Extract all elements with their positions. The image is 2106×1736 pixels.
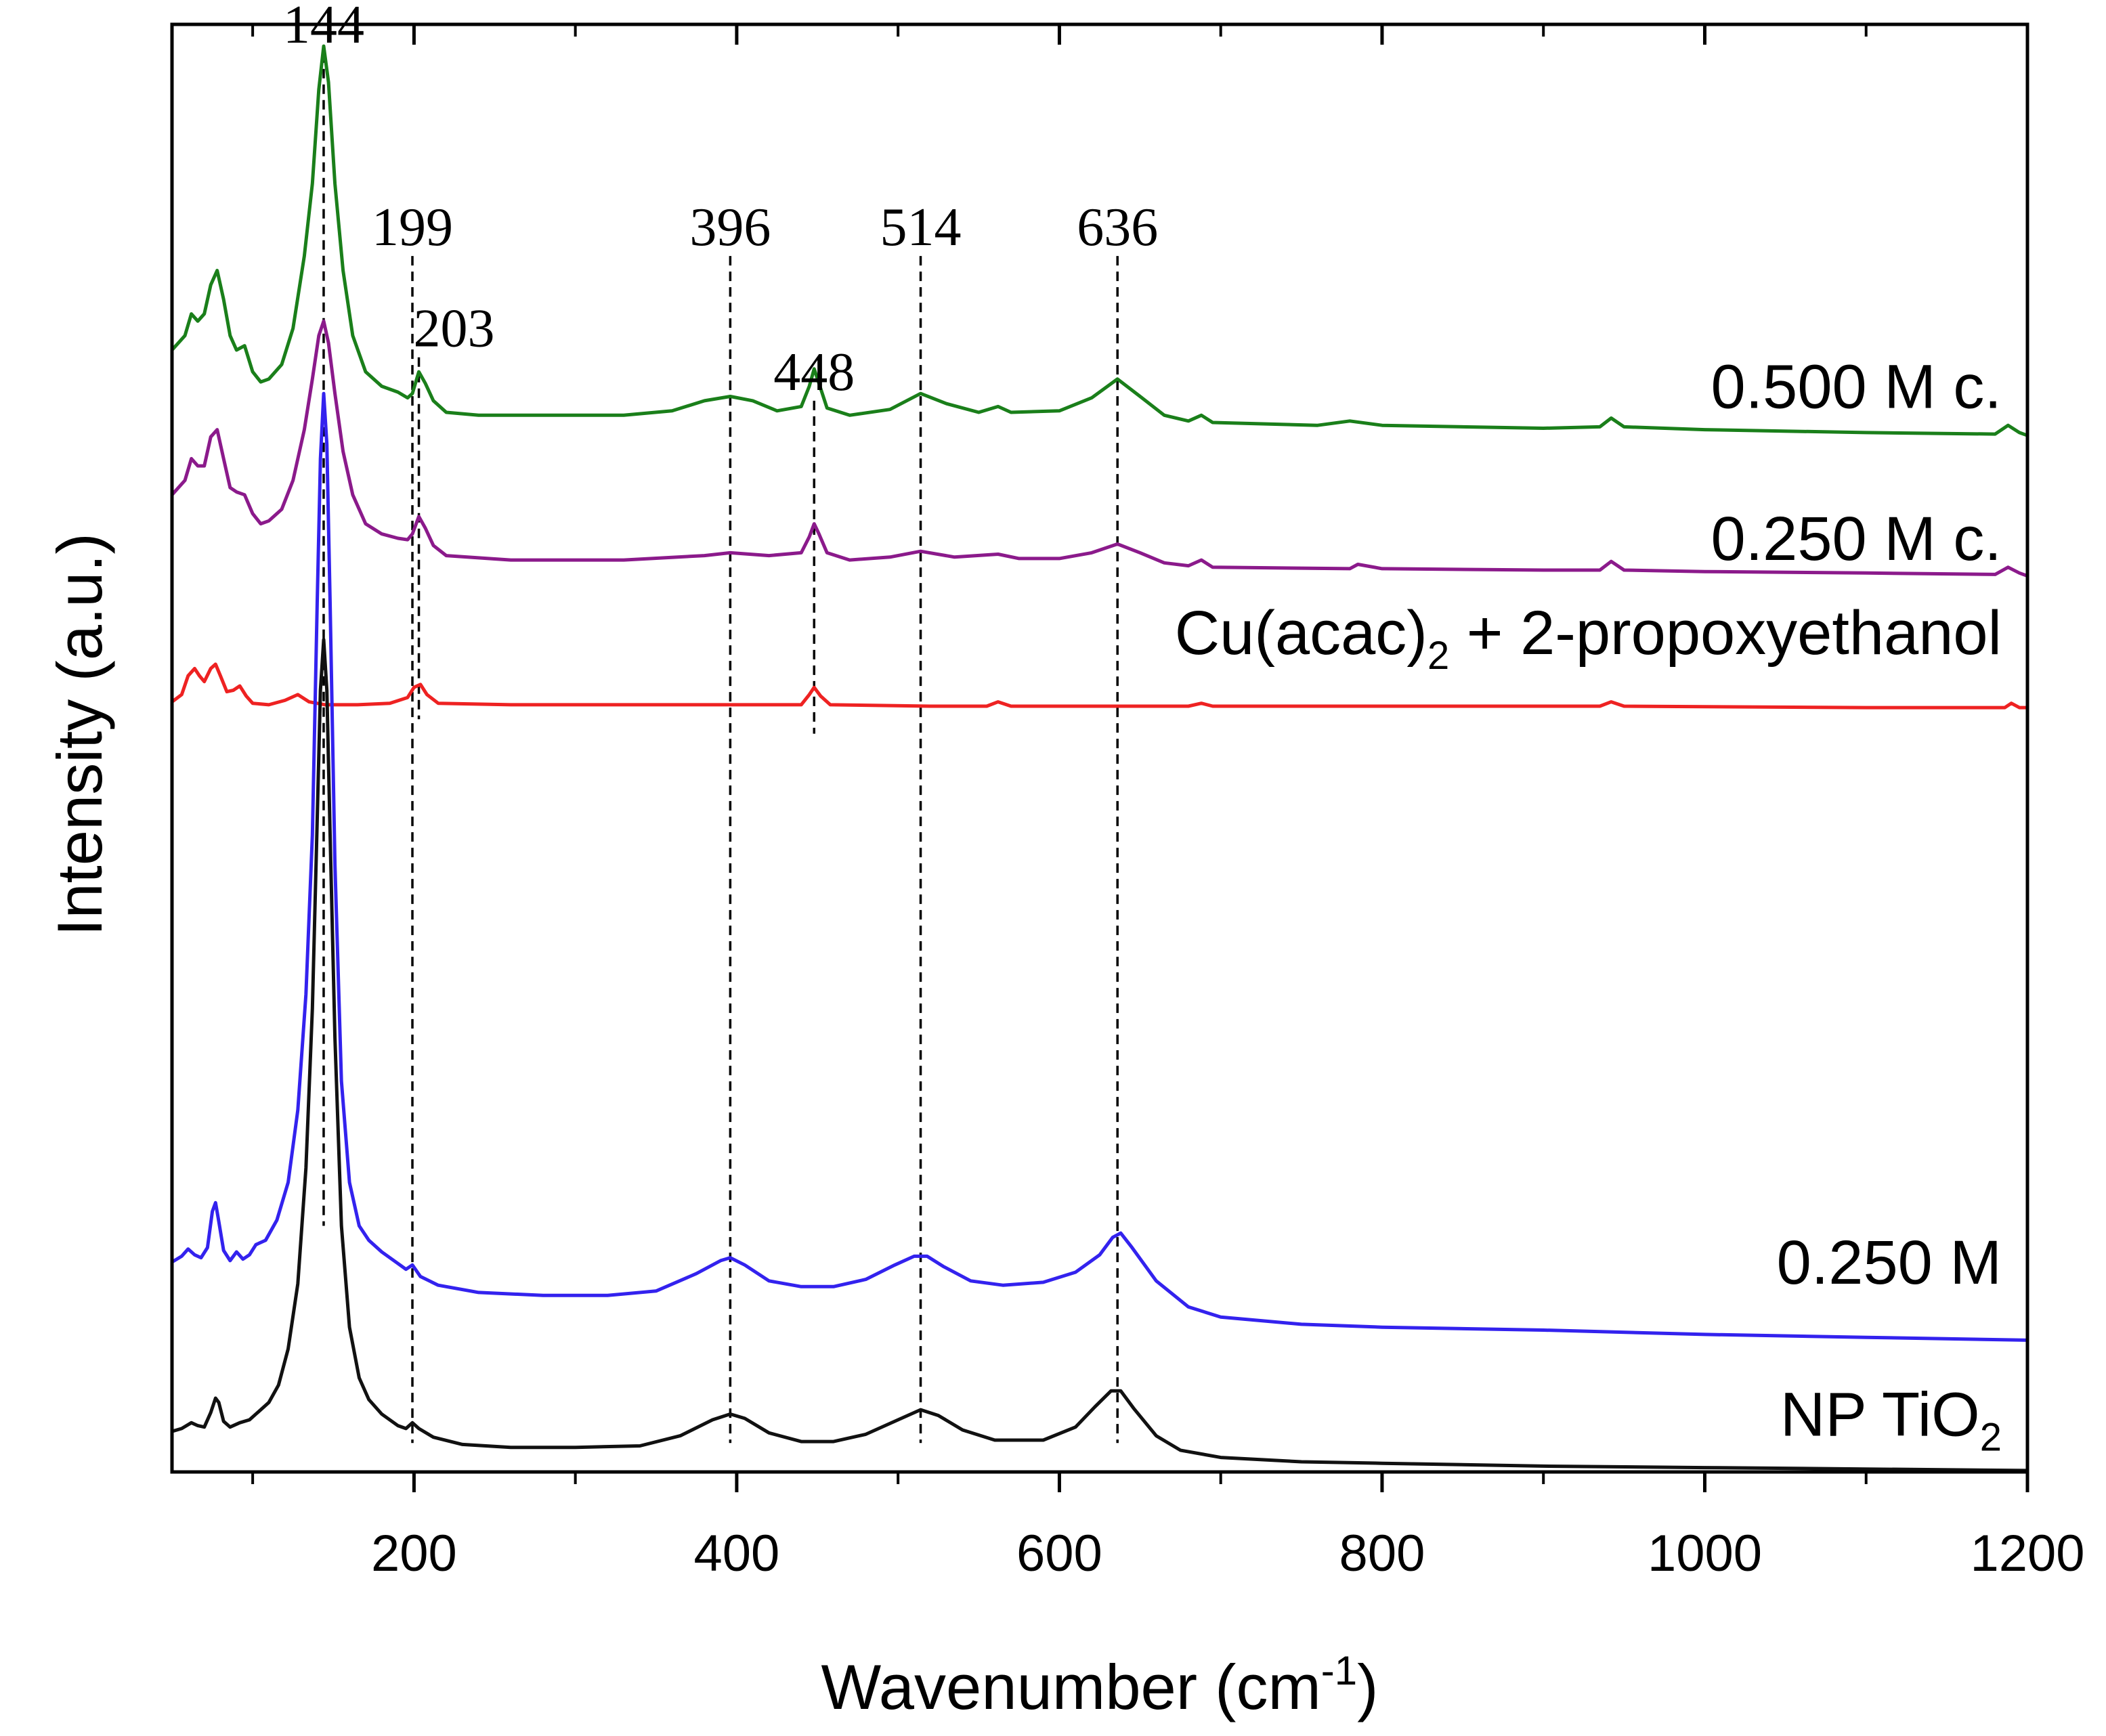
- x-tick-label-1200: 1200: [1970, 1525, 2084, 1582]
- plot-frame: [170, 22, 2029, 1474]
- x-tick-label-1000: 1000: [1648, 1525, 1762, 1582]
- x-tick-label-400: 400: [694, 1525, 780, 1582]
- x-axis-label: Wavenumber (cm-1): [821, 1648, 1379, 1722]
- peak-label-144: 144: [283, 0, 364, 55]
- series-label-3: 0.250 M: [1777, 1228, 2002, 1297]
- series-label-2: Cu(acac)2 + 2-propoxyethanol: [1175, 599, 2002, 678]
- x-tick-labels: 200 400 600 800 1000 1200: [371, 1525, 2085, 1582]
- series-line-3: [171, 391, 2028, 1342]
- peak-label-448: 448: [773, 343, 855, 402]
- peak-label-203: 203: [414, 299, 495, 359]
- series-label-4: NP TiO2: [1780, 1381, 2002, 1460]
- peak-marker-lines: [322, 53, 1119, 1444]
- series-label-1: 0.250 M c.: [1711, 504, 2002, 573]
- y-axis-label: Intensity (a.u.): [44, 533, 115, 936]
- peak-label-199: 199: [372, 198, 453, 257]
- series-lines: [171, 44, 2028, 1473]
- peak-label-396: 396: [689, 198, 771, 257]
- x-tick-label-600: 600: [1016, 1525, 1102, 1582]
- series-line-2: [171, 662, 2027, 710]
- series-labels: 0.500 M c. 0.250 M c. Cu(acac)2 + 2-propox…: [1175, 353, 2002, 1460]
- x-tick-label-200: 200: [371, 1525, 457, 1582]
- peak-label-514: 514: [880, 198, 962, 257]
- series-line-0: [171, 44, 2028, 437]
- peak-labels: 144 199 203 396 448 514 636: [283, 0, 1158, 402]
- series-line-4: [171, 638, 2028, 1473]
- x-tick-label-800: 800: [1339, 1525, 1425, 1582]
- peak-label-636: 636: [1077, 198, 1158, 257]
- series-line-1: [171, 319, 2028, 578]
- series-label-0: 0.500 M c.: [1711, 353, 2002, 422]
